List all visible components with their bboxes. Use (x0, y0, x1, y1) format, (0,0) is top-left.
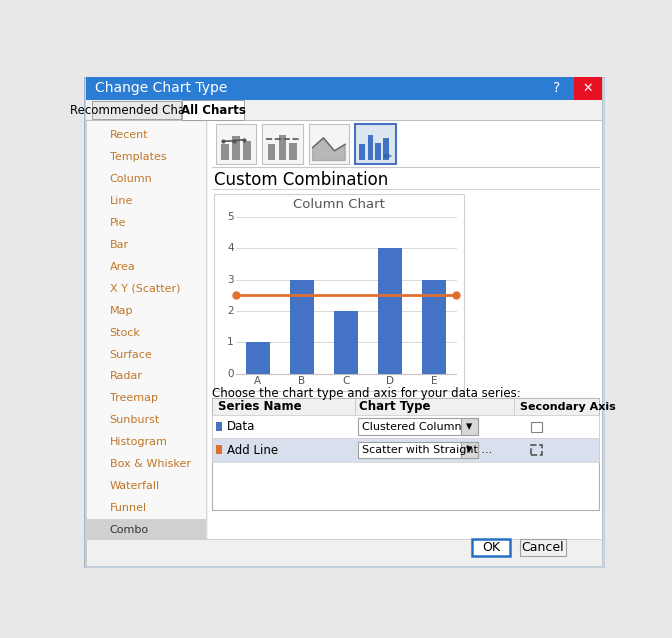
Text: 1: 1 (227, 338, 234, 347)
Bar (86, 538, 603, 565)
Text: Column Chart: Column Chart (293, 198, 385, 211)
Bar (334, 311, 358, 374)
Text: Radar: Radar (110, 371, 142, 382)
Bar (212, 415, 599, 438)
Bar (216, 124, 256, 165)
Text: Combo: Combo (110, 525, 149, 535)
Bar (86, 77, 603, 100)
Bar (460, 419, 478, 435)
Bar (86, 100, 603, 121)
Bar (267, 144, 276, 161)
Bar (519, 539, 566, 556)
Text: Box & Whisker: Box & Whisker (110, 459, 191, 469)
Bar (290, 279, 314, 374)
Text: ✕: ✕ (583, 82, 593, 94)
Text: A: A (254, 376, 261, 386)
Polygon shape (312, 138, 345, 161)
Bar (214, 193, 464, 390)
Text: Line: Line (110, 196, 133, 206)
Bar (212, 398, 599, 510)
Bar (92, 101, 181, 119)
Text: Bar: Bar (110, 240, 129, 250)
Bar (355, 124, 396, 165)
Text: Histogram: Histogram (110, 437, 167, 447)
Bar (243, 141, 251, 161)
Text: Add Line: Add Line (227, 443, 278, 457)
Text: Chart Type: Chart Type (359, 401, 431, 413)
Bar (221, 144, 229, 161)
Text: 3: 3 (227, 274, 234, 285)
Text: D: D (386, 376, 394, 386)
Bar (212, 398, 599, 415)
Text: Pie: Pie (110, 218, 126, 228)
Bar (368, 135, 373, 161)
Bar (262, 124, 302, 165)
Bar (376, 143, 381, 161)
Bar (278, 135, 286, 161)
Text: Clustered Column: Clustered Column (362, 422, 462, 432)
Text: Data: Data (227, 420, 256, 433)
Bar (383, 138, 388, 161)
Text: Choose the chart type and axis for your data series:: Choose the chart type and axis for your … (212, 387, 521, 400)
Text: ▾: ▾ (466, 420, 472, 433)
Text: ?: ? (553, 81, 560, 95)
Text: Funnel: Funnel (110, 503, 146, 513)
Text: Waterfall: Waterfall (110, 481, 160, 491)
Text: Column: Column (110, 174, 153, 184)
Bar (378, 248, 402, 374)
Text: Recommended Charts: Recommended Charts (71, 104, 202, 117)
Text: Scatter with Straight ...: Scatter with Straight ... (362, 445, 493, 455)
Bar (87, 519, 206, 540)
Text: X Y (Scatter): X Y (Scatter) (110, 284, 180, 293)
Bar (460, 441, 478, 459)
Bar (422, 279, 446, 374)
Text: OK: OK (482, 541, 500, 554)
Text: Recent: Recent (110, 130, 149, 140)
Text: All Charts: All Charts (181, 104, 246, 117)
Text: C: C (342, 376, 349, 386)
Bar (216, 445, 222, 454)
Bar (358, 419, 478, 435)
Text: 0: 0 (227, 369, 234, 379)
Text: Templates: Templates (110, 152, 166, 162)
Bar (182, 100, 245, 121)
Bar (308, 124, 349, 165)
Text: B: B (298, 376, 306, 386)
Bar (246, 343, 270, 374)
Text: Sunburst: Sunburst (110, 415, 160, 426)
Text: Cancel: Cancel (521, 541, 564, 554)
Text: 2: 2 (227, 306, 234, 316)
Bar (232, 137, 240, 161)
Text: Change Chart Type: Change Chart Type (95, 81, 227, 95)
Bar (208, 121, 603, 545)
Bar (212, 438, 599, 461)
Bar (86, 121, 206, 545)
Bar (358, 441, 478, 459)
Text: Secondary Axis: Secondary Axis (520, 402, 616, 412)
Bar (472, 539, 510, 556)
Text: Area: Area (110, 262, 135, 272)
Text: Custom Combination: Custom Combination (214, 171, 388, 189)
Text: Treemap: Treemap (110, 394, 157, 403)
Text: Stock: Stock (110, 327, 140, 338)
Text: 4: 4 (227, 243, 234, 253)
Bar (359, 144, 364, 161)
Bar (531, 422, 542, 433)
Bar (216, 422, 222, 431)
Text: ✏: ✏ (383, 152, 392, 163)
Text: 5: 5 (227, 212, 234, 221)
Text: ▾: ▾ (466, 443, 472, 457)
Text: Surface: Surface (110, 350, 153, 359)
Bar (531, 445, 542, 456)
Bar (290, 143, 297, 161)
Bar (574, 77, 603, 100)
Text: E: E (431, 376, 437, 386)
Text: Series Name: Series Name (218, 401, 302, 413)
Text: Map: Map (110, 306, 133, 316)
Bar (531, 445, 542, 456)
